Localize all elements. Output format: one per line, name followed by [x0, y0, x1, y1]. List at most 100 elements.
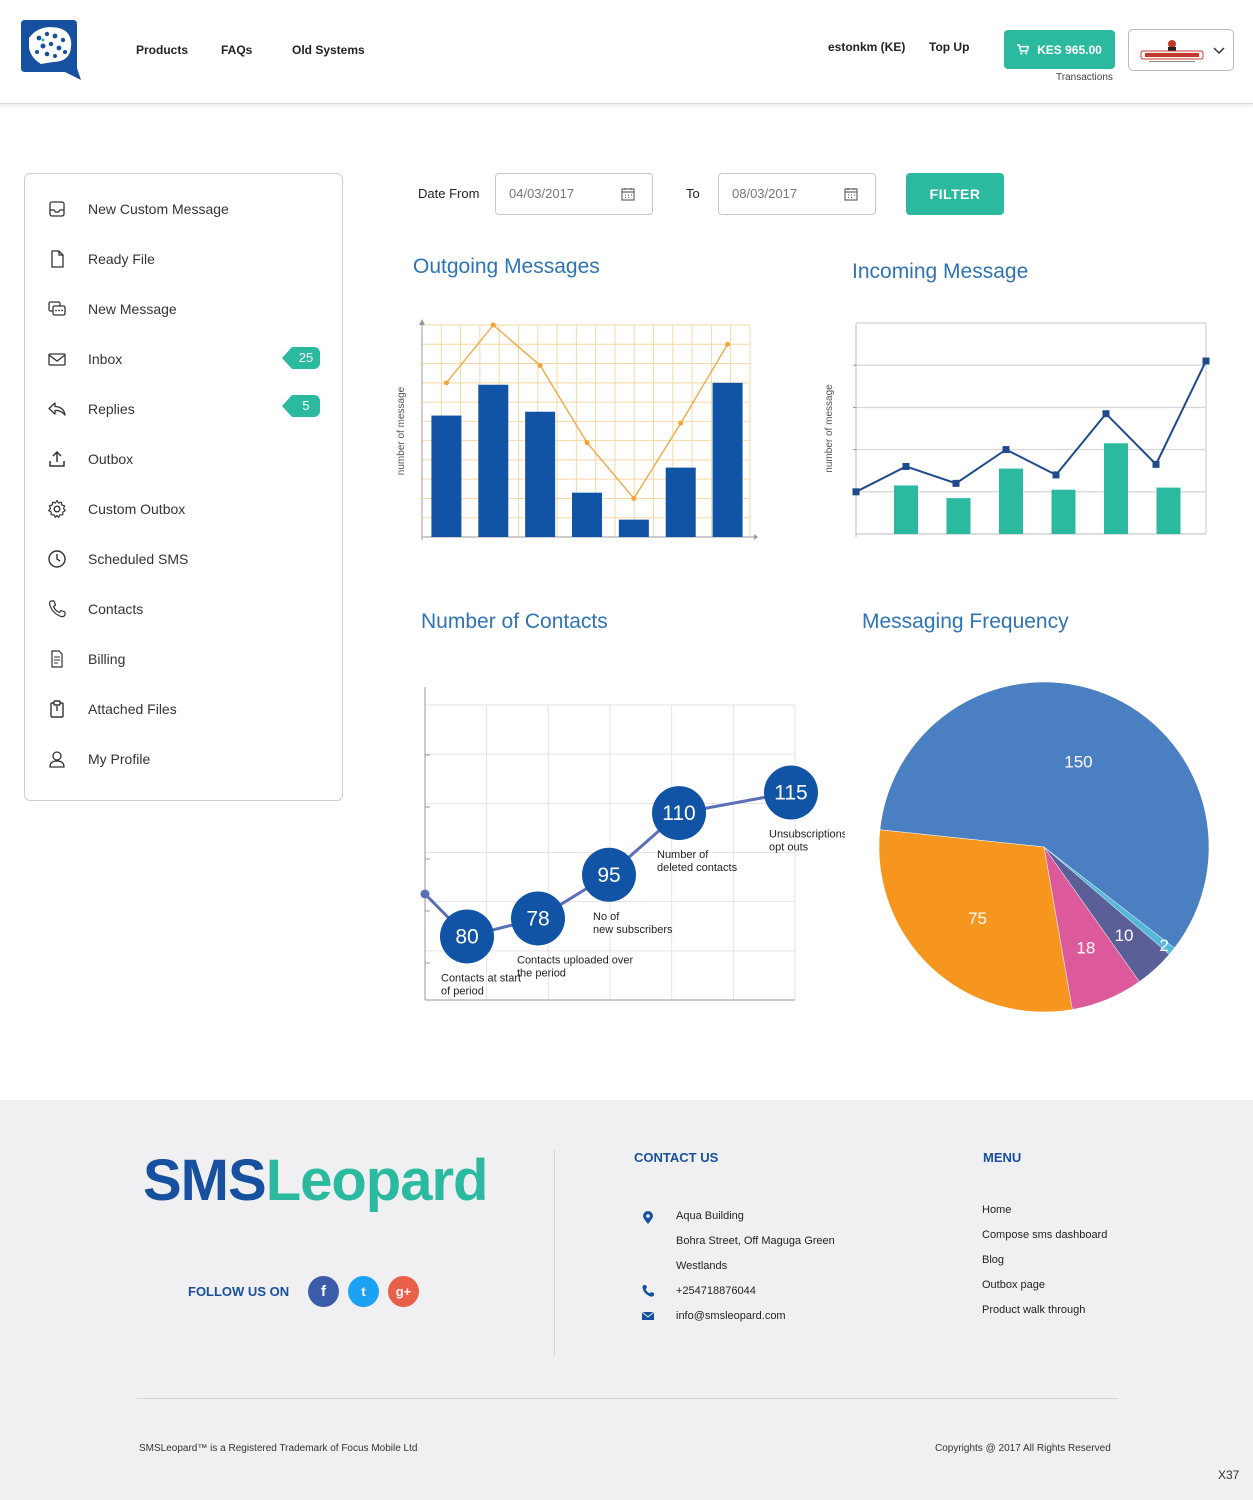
document-icon — [51, 650, 63, 668]
user-name[interactable]: estonkm (KE) — [828, 40, 906, 54]
bubble-label: opt outs — [769, 842, 809, 854]
line-point — [678, 420, 684, 426]
bar — [665, 467, 696, 537]
twitter-icon[interactable]: t — [348, 1276, 379, 1307]
contact-phone[interactable]: +254718876044 — [676, 1285, 756, 1297]
bubble-value: 78 — [526, 907, 549, 930]
line-point — [443, 380, 449, 386]
sidebar-item-new-custom-message[interactable]: New Custom Message — [25, 189, 342, 229]
footer-menu-outbox[interactable]: Outbox page — [982, 1279, 1045, 1291]
footer — [0, 1100, 1253, 1500]
bubble-value: 115 — [774, 782, 807, 805]
sidebar-item-outbox[interactable]: Outbox — [25, 439, 342, 479]
bubble-label: Number of — [657, 849, 709, 861]
sidebar-item-attached-files[interactable]: Attached Files — [25, 689, 342, 729]
date-from-input[interactable] — [509, 186, 609, 201]
envelope-icon — [641, 1311, 655, 1320]
line-point — [852, 488, 860, 496]
bar — [525, 411, 556, 537]
sidebar-item-label: Outbox — [88, 451, 134, 467]
series-line — [855, 360, 1207, 493]
line-point — [1202, 357, 1210, 365]
footer-menu-home[interactable]: Home — [982, 1204, 1012, 1216]
line-point — [725, 341, 731, 347]
phone-icon — [642, 1285, 654, 1297]
address-line-2: Bohra Street, Off Maguga Green — [676, 1235, 835, 1247]
y-axis-label: number of message — [396, 386, 407, 475]
corner-mark: X37 — [1218, 1468, 1240, 1482]
phone-icon — [48, 600, 66, 618]
line-point — [1002, 446, 1010, 454]
transactions-link[interactable]: Transactions — [1056, 72, 1113, 83]
sidebar-item-billing[interactable]: Billing — [25, 639, 342, 679]
reply-icon — [48, 402, 66, 416]
sidebar-item-inbox[interactable]: Inbox 25 — [25, 339, 342, 379]
line-point — [1152, 460, 1160, 468]
pie-slice — [879, 681, 1210, 949]
date-to-input[interactable] — [732, 186, 832, 201]
line-point — [631, 495, 637, 501]
chart-title-incoming: Incoming Message — [852, 260, 1029, 283]
line-point — [1102, 410, 1110, 418]
footer-menu-compose[interactable]: Compose sms dashboard — [982, 1229, 1108, 1241]
nav-products[interactable]: Products — [136, 43, 189, 57]
contact-us-heading: CONTACT US — [634, 1150, 719, 1165]
sidebar-item-label: Inbox — [88, 351, 123, 367]
inbox-count-badge: 25 — [282, 347, 320, 369]
y-axis-arrow — [419, 319, 425, 325]
location-pin-icon — [643, 1211, 653, 1224]
top-up-link[interactable]: Top Up — [929, 40, 970, 54]
sidebar-item-scheduled-sms[interactable]: Scheduled SMS — [25, 539, 342, 579]
leopard-logo-icon[interactable] — [19, 18, 81, 82]
sidebar-item-label: Custom Outbox — [88, 501, 186, 517]
sidebar-item-replies[interactable]: Replies 5 — [25, 389, 342, 429]
replies-count-badge: 5 — [282, 395, 320, 417]
balance-button[interactable]: KES 965.00 — [1004, 30, 1115, 69]
sidebar-item-new-message[interactable]: New Message — [25, 289, 342, 329]
footer-menu-walkthrough[interactable]: Product walk through — [982, 1304, 1086, 1316]
line-start-point — [420, 889, 430, 899]
clock-icon — [48, 550, 66, 568]
google-plus-icon[interactable]: g+ — [388, 1276, 419, 1307]
lumber-city-logo-icon — [1140, 40, 1204, 62]
contact-email[interactable]: info@smsleopard.com — [676, 1310, 786, 1322]
sidebar: New Custom Message Ready File New Messag… — [24, 173, 343, 801]
filter-button[interactable]: FILTER — [906, 173, 1004, 215]
sidebar-item-custom-outbox[interactable]: Custom Outbox — [25, 489, 342, 529]
bubble-value: 95 — [597, 864, 620, 887]
trademark-text: SMSLeopard™ is a Registered Trademark of… — [139, 1443, 418, 1454]
contact-bubble — [764, 765, 818, 820]
bubble-label: Unsubscriptions / — [769, 829, 845, 841]
bubble-label: deleted contacts — [657, 862, 738, 874]
x-axis-arrow — [754, 534, 758, 540]
date-from-field[interactable] — [495, 173, 653, 215]
bar — [431, 415, 462, 537]
date-to-field[interactable] — [718, 173, 876, 215]
bar — [478, 384, 509, 537]
footer-brand-logo[interactable]: SMSLeopard — [143, 1148, 488, 1213]
pie-slice-label: 75 — [968, 909, 987, 928]
bubble-label: Contacts uploaded over — [517, 954, 634, 966]
bar — [894, 485, 918, 534]
calendar-icon[interactable] — [621, 187, 635, 201]
sidebar-item-contacts[interactable]: Contacts — [25, 589, 342, 629]
line-point — [537, 362, 543, 368]
gear-icon — [48, 499, 66, 518]
incoming-message-chart: number of message — [824, 322, 1210, 537]
facebook-icon[interactable]: f — [308, 1276, 339, 1307]
sidebar-item-my-profile[interactable]: My Profile — [25, 739, 342, 779]
line-point — [952, 479, 960, 487]
contact-bubble — [582, 847, 636, 902]
nav-old-systems[interactable]: Old Systems — [292, 43, 365, 57]
y-axis-label: number of message — [824, 384, 835, 473]
follow-us-label: FOLLOW US ON — [188, 1284, 290, 1299]
line-point — [490, 322, 496, 328]
calendar-icon[interactable] — [844, 187, 858, 201]
footer-menu-blog[interactable]: Blog — [982, 1254, 1005, 1266]
bar — [946, 498, 971, 534]
account-switcher[interactable] — [1128, 29, 1234, 71]
nav-faqs[interactable]: FAQs — [221, 43, 253, 57]
sidebar-item-ready-file[interactable]: Ready File — [25, 239, 342, 279]
pie-slice-label: 18 — [1076, 939, 1095, 958]
bar — [618, 519, 649, 537]
